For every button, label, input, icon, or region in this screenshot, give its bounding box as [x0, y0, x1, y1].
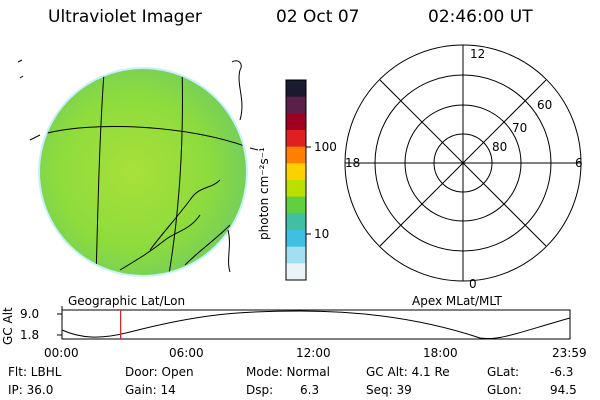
colorbar-segment [286, 146, 306, 164]
altitude-ytick-9: 9.0 [20, 307, 40, 321]
info-gc-alt: GC Alt: 4.1 Re [366, 365, 450, 379]
coastline [119, 214, 201, 271]
colorbar-tick-10: 10 [314, 227, 330, 241]
color-scale-bar [286, 80, 306, 281]
altitude-xtick-2359: 23:59 [552, 346, 587, 360]
coastline [227, 229, 231, 273]
mlt-label-12: 12 [470, 47, 486, 61]
altitude-xtick-0600: 06:00 [169, 346, 204, 360]
coastline [184, 224, 231, 266]
colorbar-segment [286, 196, 306, 214]
colorbar-segment [286, 96, 306, 114]
info-mode: Mode: Normal [246, 365, 330, 379]
info-ip: IP: 36.0 [8, 383, 54, 397]
uv-disk-image [17, 59, 259, 277]
colorbar-segment [286, 246, 306, 264]
lon-grid-line [167, 69, 183, 275]
info-flt: Flt: LBHL [8, 365, 62, 379]
colorbar-segment [286, 180, 306, 198]
right-panel-label: Apex MLat/MLT [412, 294, 502, 308]
colorbar-segment [286, 230, 306, 248]
info-seq: Seq: 39 [366, 383, 412, 397]
colorbar-segment [286, 163, 306, 181]
info-door: Door: Open [125, 365, 194, 379]
altitude-plot [57, 306, 571, 340]
lat-label-80: 80 [492, 140, 508, 154]
mlt-label-18: 18 [345, 156, 361, 170]
info-gain: Gain: 14 [125, 383, 176, 397]
altitude-xtick-1200: 12:00 [296, 346, 331, 360]
header-time: 02:46:00 UT [428, 7, 533, 27]
colorbar-segment [286, 213, 306, 231]
colorbar-unit-label: photon cm⁻²s⁻¹ [257, 147, 271, 240]
lat-label-70: 70 [512, 121, 528, 135]
lat-grid-line [40, 125, 246, 149]
colorbar-segment [286, 113, 306, 131]
altitude-xtick-1800: 18:00 [423, 346, 458, 360]
altitude-ytick-1-8: 1.8 [20, 328, 40, 342]
lon-grid-line [95, 69, 106, 275]
colorbar-segment [286, 80, 306, 98]
polar-grid [344, 44, 582, 282]
info-dsp-label: Dsp: [246, 383, 274, 397]
colorbar-segment [286, 263, 306, 281]
info-glon-label: GLon: [487, 383, 522, 397]
header-date: 02 Oct 07 [276, 7, 360, 27]
lat-label-60: 60 [537, 98, 553, 112]
colorbar-tick-100: 100 [314, 140, 337, 154]
altitude-ylabel: GC Alt [1, 307, 15, 345]
altitude-xtick-0000: 00:00 [44, 346, 79, 360]
left-panel-label: Geographic Lat/Lon [68, 294, 186, 308]
info-glat-value: -6.3 [550, 365, 574, 379]
info-glat-label: GLat: [487, 365, 520, 379]
info-dsp-value: 6.3 [300, 383, 320, 397]
coastline [149, 179, 221, 251]
mlt-label-6: 6 [575, 156, 583, 170]
info-glon-value: 94.5 [550, 383, 577, 397]
mlt-label-0: 0 [469, 277, 477, 291]
coastline [231, 60, 243, 121]
colorbar-segment [286, 130, 306, 148]
app-title: Ultraviolet Imager [48, 7, 202, 27]
